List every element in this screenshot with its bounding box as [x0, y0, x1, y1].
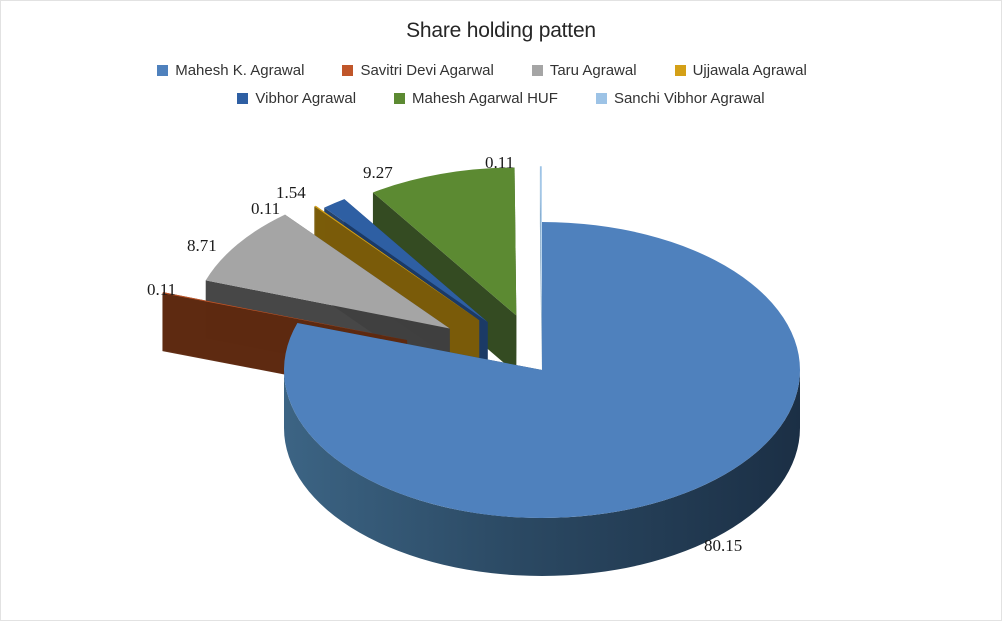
pie-slice-top	[324, 199, 488, 323]
legend-item-vibhor-agrawal[interactable]: Vibhor Agrawal	[237, 91, 356, 106]
legend-item-taru-agrawal[interactable]: Taru Agrawal	[531, 62, 637, 79]
legend-item-savitri-devi-agarwal[interactable]: Savitri Devi Agarwal	[342, 62, 494, 79]
pie-slice-6[interactable]	[539, 166, 542, 373]
data-label-mahesh-k-agrawal: 80.15	[704, 536, 743, 555]
data-label-vibhor-agrawal: 1.54	[276, 183, 306, 202]
legend-item-label: Mahesh K. Agrawal	[175, 62, 305, 79]
data-label-ujjawala-agrawal: 0.11	[251, 199, 281, 218]
pie-slice-top	[284, 222, 800, 518]
data-label-sanchi-vibhor-agrawal: 0.11	[485, 153, 515, 172]
legend-item-label: Vibhor Agrawal	[255, 90, 357, 107]
page-title: Share holding patten	[406, 19, 596, 42]
legend-item-label: Taru Agrawal	[549, 62, 637, 79]
legend-item-label: Sanchi Vibhor Agrawal	[613, 90, 765, 107]
legend-item-ujjawala-agrawal[interactable]: Ujjawala Agrawal	[674, 62, 807, 79]
legend-swatch-icon	[595, 93, 607, 104]
legend-item-mahesh-agarwal-huf[interactable]: Mahesh Agarwal HUF	[394, 91, 558, 106]
pie-slice-top	[372, 167, 517, 316]
pie-slice-top	[539, 166, 542, 315]
legend-swatch-icon	[342, 65, 354, 76]
data-label-savitri-devi-agarwal: 0.11	[147, 280, 177, 299]
pie-slice-top	[162, 292, 408, 341]
pie-slice-top	[205, 214, 450, 329]
pie-slice-top	[314, 205, 480, 321]
data-label-mahesh-agarwal-huf: 9.27	[363, 163, 393, 182]
legend-swatch-icon	[674, 65, 686, 76]
legend-swatch-icon	[157, 65, 169, 76]
pie-slice-0[interactable]	[284, 222, 800, 576]
pie-slice-cut-face	[539, 166, 542, 373]
legend-item-mahesh-k-agrawal[interactable]: Mahesh K. Agrawal	[157, 63, 304, 78]
legend-swatch-icon	[237, 93, 249, 104]
data-label-taru-agrawal: 8.71	[187, 236, 217, 255]
chart-legend: Mahesh K. Agrawal Savitri Devi Agarwal T…	[1, 63, 1001, 106]
legend-item-label: Ujjawala Agrawal	[692, 62, 807, 79]
pie-slice-rim	[284, 370, 800, 576]
legend-swatch-icon	[531, 65, 543, 76]
legend-item-label: Mahesh Agarwal HUF	[412, 90, 558, 107]
legend-item-sanchi-vibhor-agrawal[interactable]: Sanchi Vibhor Agrawal	[595, 90, 765, 107]
legend-swatch-icon	[394, 93, 406, 104]
legend-item-label: Savitri Devi Agarwal	[360, 62, 494, 79]
